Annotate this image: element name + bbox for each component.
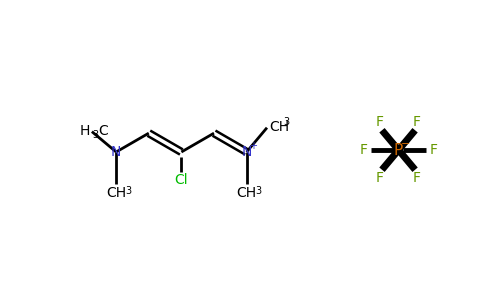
Text: C: C xyxy=(98,124,107,138)
Text: H: H xyxy=(79,124,90,138)
Text: 3: 3 xyxy=(283,117,289,127)
Text: Cl: Cl xyxy=(175,173,188,187)
Text: P: P xyxy=(394,142,403,158)
Text: CH: CH xyxy=(269,120,289,134)
Text: 3: 3 xyxy=(256,186,262,196)
Text: CH: CH xyxy=(106,186,126,200)
Text: N: N xyxy=(111,145,121,159)
Text: F: F xyxy=(429,143,437,157)
Text: +: + xyxy=(249,141,257,151)
Text: F: F xyxy=(413,115,421,129)
Text: F: F xyxy=(376,115,384,129)
Text: F: F xyxy=(376,171,384,185)
Text: −: − xyxy=(401,139,410,149)
Text: F: F xyxy=(360,143,368,157)
Text: 3: 3 xyxy=(125,186,131,196)
Text: CH: CH xyxy=(237,186,257,200)
Text: 3: 3 xyxy=(92,130,98,140)
Text: F: F xyxy=(413,171,421,185)
Text: N: N xyxy=(242,145,252,159)
